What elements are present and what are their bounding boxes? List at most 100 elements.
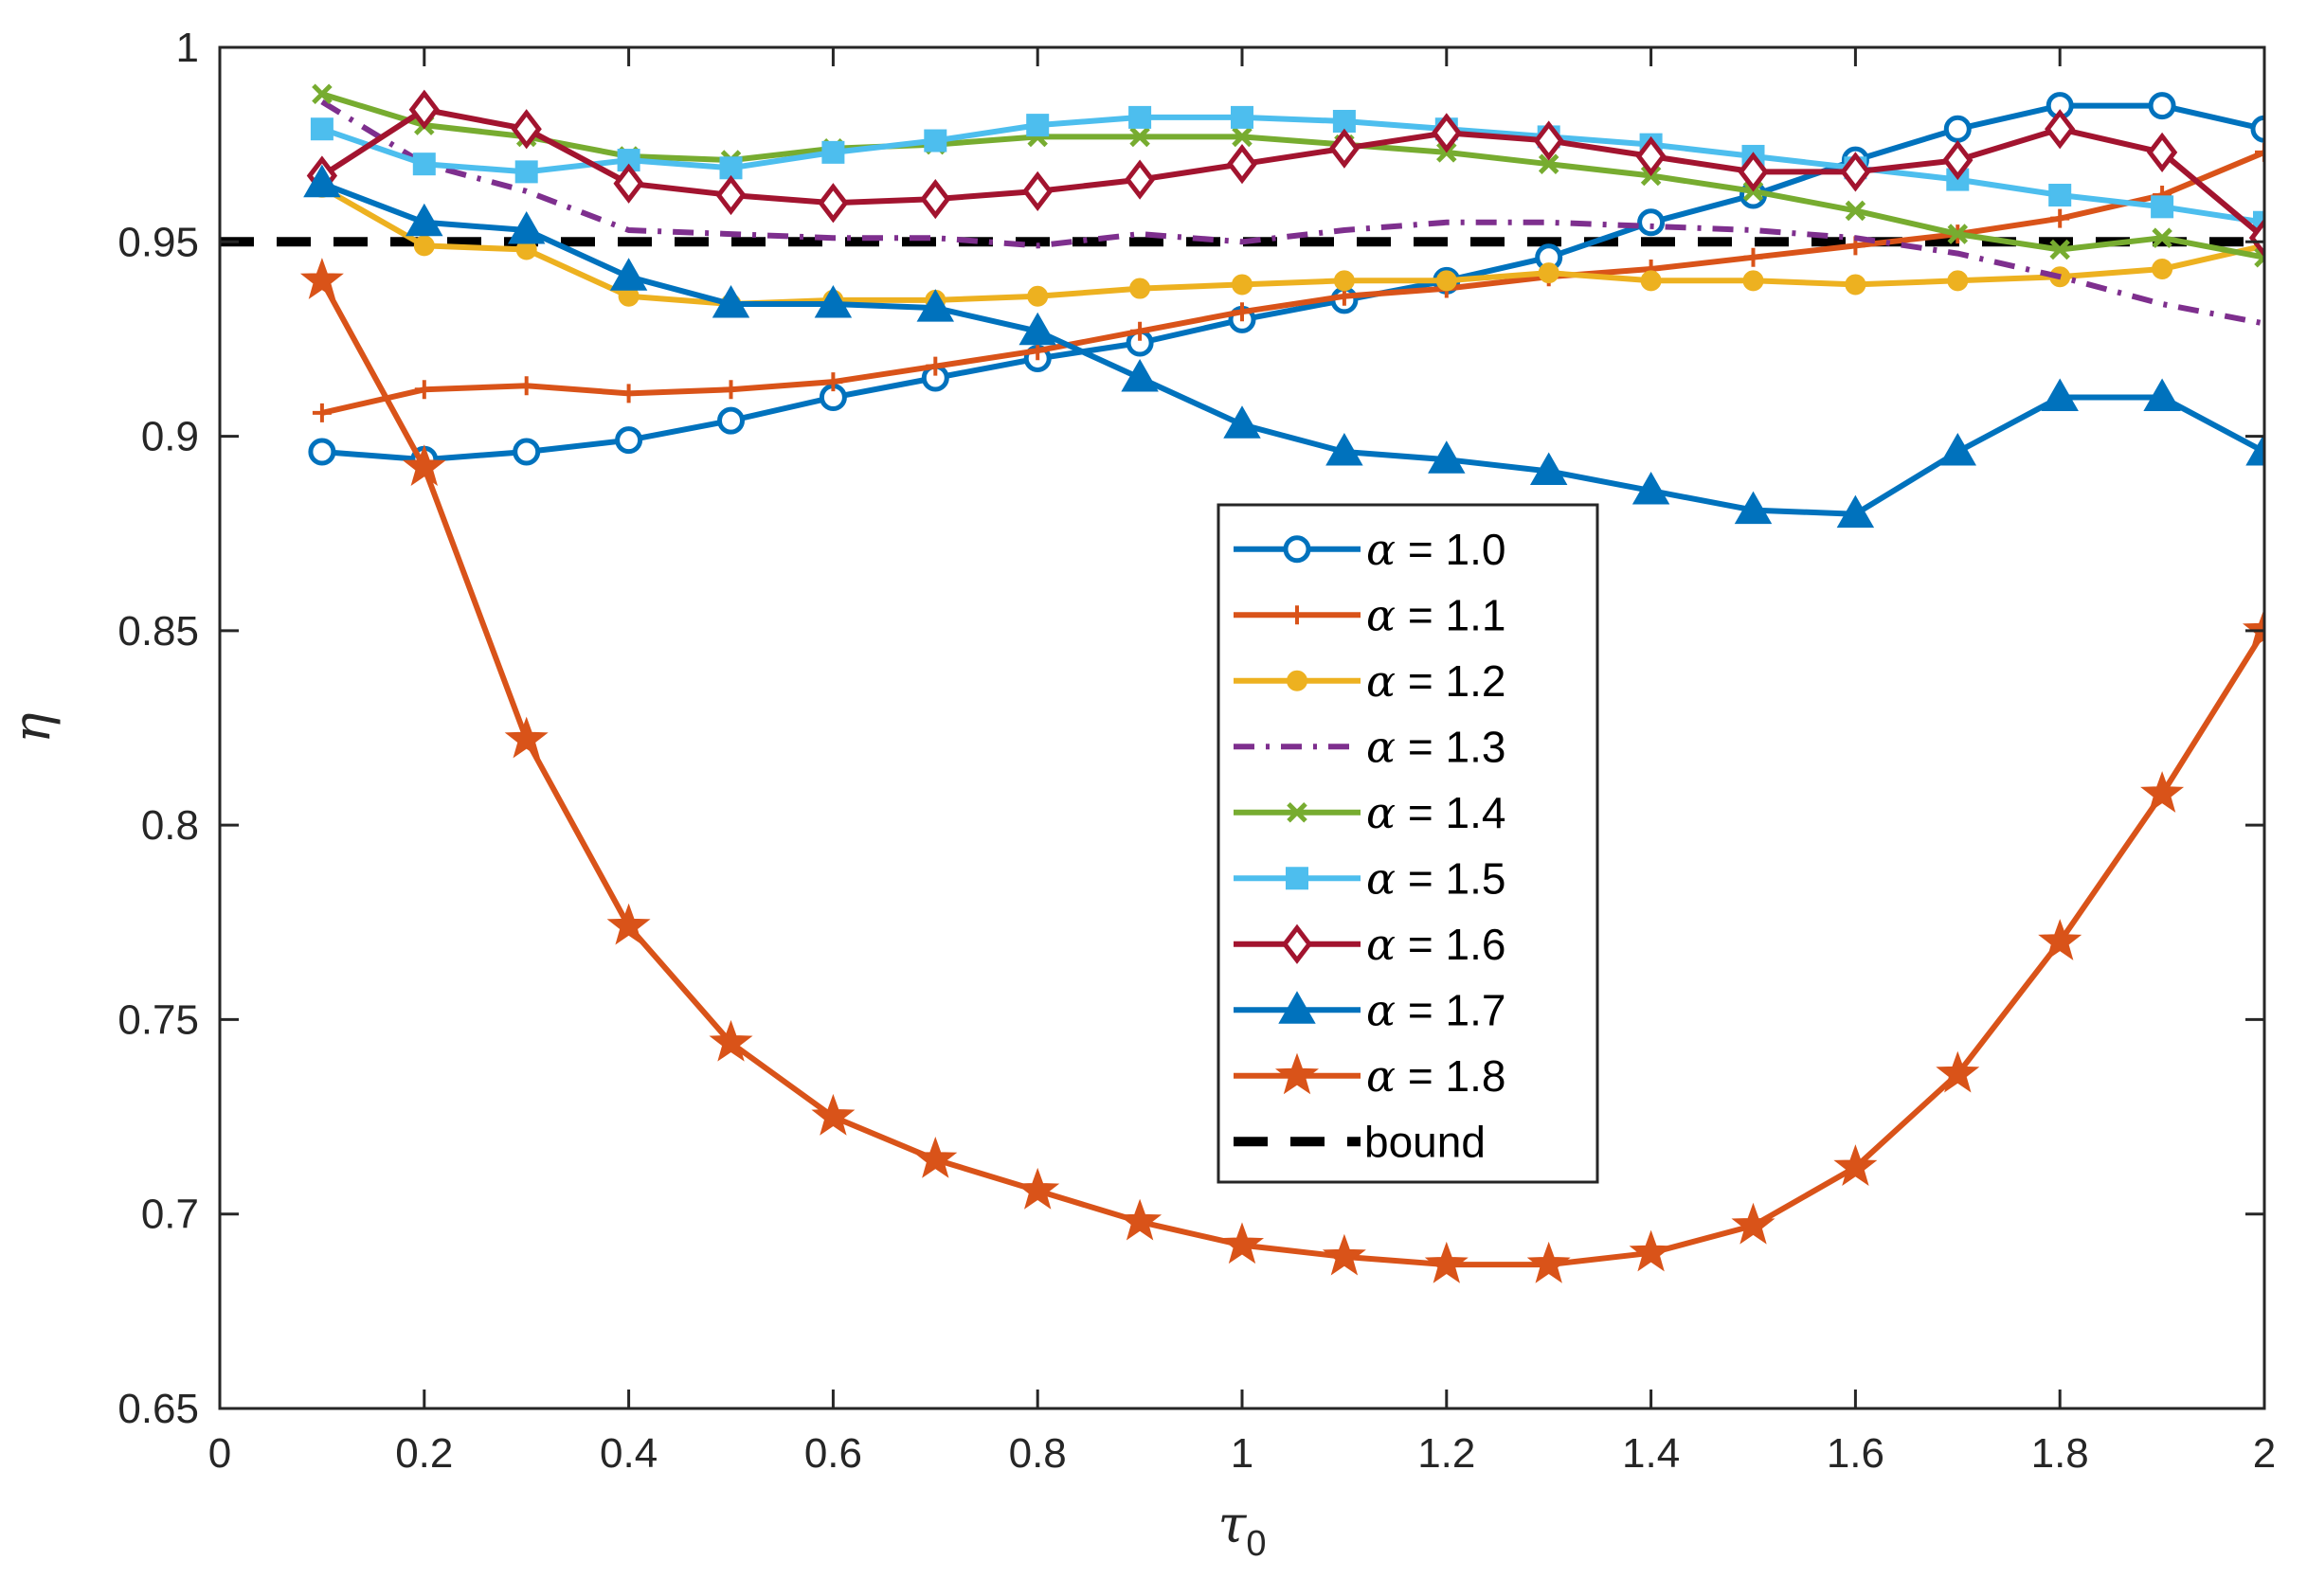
data-point-alpha-1-8	[299, 258, 344, 299]
legend-label-alpha-1-2: α = 1.2	[1366, 655, 1505, 707]
data-point-alpha-1-2	[1845, 274, 1866, 296]
tick-labels: 0 0.2 0.4 0.6 0.8 1 1.2 1.4 1.6 1.8 2 0.65 0.7 0.75 0.…	[117, 25, 2276, 1477]
data-point-alpha-1-8	[1219, 1222, 1265, 1264]
series-line-alpha-1-1	[321, 150, 2264, 416]
series-alpha-1-3	[320, 99, 2264, 327]
data-point-alpha-1-8	[1424, 1241, 1469, 1283]
data-point-alpha-1-6	[1738, 152, 1769, 192]
y-tick-label: 0.95	[117, 219, 199, 265]
data-point-alpha-1-1	[414, 380, 434, 400]
data-point-alpha-1-7	[2245, 432, 2264, 466]
data-point-alpha-1-4	[1947, 224, 1969, 244]
x-tick-label: 1.6	[1827, 1430, 1884, 1477]
data-point-alpha-1-2	[1027, 285, 1049, 307]
data-point-alpha-1-4	[1129, 126, 1150, 148]
data-point-alpha-1-8	[709, 1019, 753, 1062]
data-point-alpha-1-7	[507, 210, 546, 244]
data-point-alpha-1-5	[924, 129, 947, 152]
series-line-alpha-1-0	[321, 102, 2264, 463]
data-point-alpha-1-4	[312, 83, 333, 105]
data-point-alpha-1-1	[516, 376, 536, 396]
data-point-alpha-1-6	[613, 163, 644, 204]
legend-entry-alpha-1-7: α = 1.7	[1234, 984, 1505, 1035]
data-point-alpha-1-4	[2254, 246, 2264, 268]
x-axis-label-subscript: 0	[1246, 1524, 1266, 1564]
data-point-alpha-1-8	[1016, 1167, 1060, 1210]
data-point-alpha-1-1	[2050, 208, 2070, 228]
data-point-alpha-1-2	[1129, 278, 1151, 299]
data-point-alpha-1-6	[2146, 132, 2178, 172]
data-point-alpha-1-7	[916, 289, 955, 322]
data-point-alpha-1-2	[1538, 262, 1559, 284]
data-point-alpha-1-6	[1431, 113, 1462, 153]
data-point-alpha-1-8	[2242, 607, 2264, 650]
data-point-alpha-1-6	[2248, 218, 2264, 259]
x-tick-label: 1.2	[1417, 1430, 1475, 1477]
legend-marker-alpha-1-8	[1274, 1052, 1320, 1095]
axes	[218, 45, 2266, 1410]
y-axis-label: η	[2, 712, 62, 743]
data-point-alpha-1-1	[926, 356, 946, 376]
data-point-alpha-1-0	[1943, 115, 1972, 143]
legend-marker-alpha-1-4	[1287, 801, 1307, 823]
data-point-alpha-1-8	[1526, 1241, 1571, 1283]
y-tick-label: 0.8	[141, 802, 199, 849]
data-point-alpha-1-1	[721, 380, 741, 400]
data-point-alpha-1-6	[1022, 170, 1054, 212]
legend-label-alpha-1-6: α = 1.6	[1366, 919, 1505, 970]
y-tick-label: 0.75	[117, 996, 199, 1043]
data-point-alpha-1-5	[412, 152, 436, 176]
data-point-alpha-1-7	[1428, 440, 1466, 474]
data-point-alpha-1-5	[2151, 195, 2174, 219]
data-point-alpha-1-6	[1124, 159, 1156, 200]
data-point-alpha-1-8	[2038, 919, 2082, 960]
data-point-alpha-1-2	[1333, 270, 1355, 292]
x-tick-label: 0.4	[600, 1430, 658, 1477]
data-point-alpha-1-0	[2250, 115, 2264, 143]
data-point-alpha-1-7	[814, 284, 853, 318]
data-point-alpha-1-7	[2041, 378, 2079, 412]
data-point-alpha-1-4	[1232, 126, 1253, 148]
data-point-alpha-1-8	[811, 1093, 856, 1136]
data-point-alpha-1-0	[1637, 208, 1666, 237]
data-point-alpha-1-8	[1118, 1198, 1163, 1241]
data-point-alpha-1-8	[1629, 1229, 1673, 1272]
series-line-alpha-1-4	[321, 91, 2264, 260]
legend-label-alpha-1-5: α = 1.5	[1366, 852, 1505, 904]
legend-entry-alpha-1-1: α = 1.1	[1234, 589, 1505, 640]
legend-marker-alpha-1-7	[1278, 991, 1316, 1024]
legend-label-alpha-1-0: α = 1.0	[1366, 524, 1505, 575]
data-point-alpha-1-7	[1529, 452, 1568, 486]
legend: α = 1.0 α = 1.1 α = 1.2 α = 1.3 α = 1.4 α = 1…	[1217, 503, 1599, 1184]
legend-entry-alpha-1-3: α = 1.3	[1234, 721, 1505, 772]
series-line-alpha-1-5	[320, 114, 2264, 225]
data-point-alpha-1-7	[1325, 432, 1363, 466]
legend-label-alpha-1-4: α = 1.4	[1366, 787, 1505, 838]
series-line-alpha-1-3	[320, 99, 2264, 327]
data-point-alpha-1-1	[312, 403, 332, 422]
data-point-alpha-1-5	[1026, 114, 1050, 137]
legend-entry-alpha-1-6: α = 1.6	[1234, 919, 1505, 970]
data-point-alpha-1-6	[920, 179, 951, 220]
data-point-alpha-1-6	[1942, 139, 1974, 181]
data-point-alpha-1-5	[2048, 184, 2072, 207]
data-point-alpha-1-7	[1121, 358, 1159, 392]
y-tick-label: 0.85	[117, 608, 199, 655]
x-tick-label: 0	[208, 1430, 231, 1477]
data-point-alpha-1-6	[818, 183, 849, 224]
data-point-alpha-1-8	[1833, 1144, 1878, 1186]
data-point-alpha-1-5	[1231, 105, 1253, 129]
x-axis-label: τ0	[1217, 1495, 1266, 1564]
series-line-alpha-1-2	[320, 185, 2264, 307]
data-point-alpha-1-7	[2143, 378, 2181, 412]
legend-marker-alpha-1-1	[1288, 605, 1307, 625]
data-point-alpha-1-2	[2152, 259, 2173, 280]
data-point-alpha-1-1	[1743, 247, 1763, 267]
data-point-alpha-1-8	[913, 1136, 958, 1178]
data-point-alpha-1-5	[310, 117, 333, 141]
data-point-alpha-1-6	[511, 109, 542, 150]
series-line-alpha-1-7	[320, 180, 2264, 517]
data-point-alpha-1-6	[408, 89, 440, 130]
x-tick-label: 0.6	[804, 1430, 862, 1477]
